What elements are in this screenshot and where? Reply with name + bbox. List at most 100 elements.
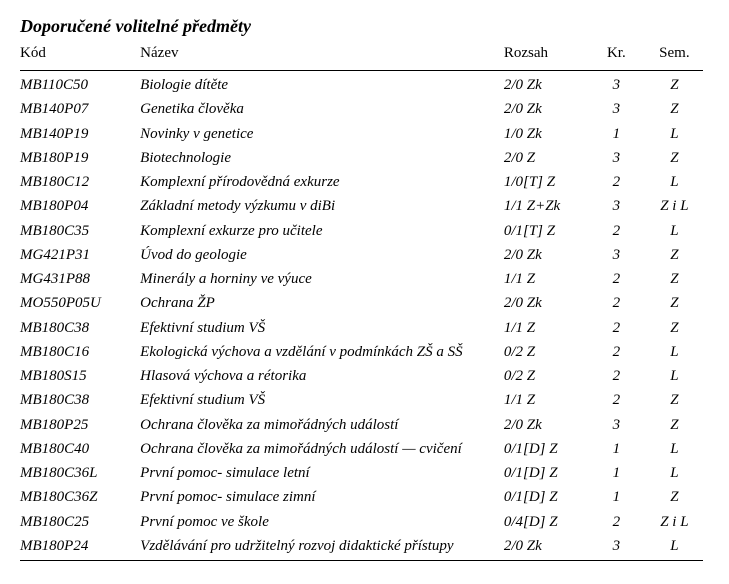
cell-rozsah: 1/1 Z — [504, 388, 593, 412]
cell-kod: MB180C25 — [20, 510, 140, 534]
cell-kr: 3 — [593, 534, 646, 558]
cell-kr: 1 — [593, 485, 646, 509]
cell-kr: 2 — [593, 316, 646, 340]
table-row: MB180P24Vzdělávání pro udržitelný rozvoj… — [20, 534, 709, 558]
cell-sem: L — [646, 219, 709, 243]
table-row: MB180C36ZPrvní pomoc- simulace zimní0/1[… — [20, 485, 709, 509]
cell-kod: MB180C12 — [20, 170, 140, 194]
cell-kod: MB180C40 — [20, 437, 140, 461]
cell-rozsah: 2/0 Zk — [504, 73, 593, 97]
section-title: Doporučené volitelné předměty — [20, 16, 709, 37]
cell-rozsah: 2/0 Zk — [504, 413, 593, 437]
cell-sem: Z i L — [646, 510, 709, 534]
cell-kod: MO550P05U — [20, 291, 140, 315]
cell-nazev: První pomoc- simulace zimní — [140, 485, 504, 509]
cell-nazev: Vzdělávání pro udržitelný rozvoj didakti… — [140, 534, 504, 558]
cell-sem: Z — [646, 485, 709, 509]
table-row: MB180C16Ekologická výchova a vzdělání v … — [20, 340, 709, 364]
cell-kod: MG421P31 — [20, 243, 140, 267]
cell-kr: 2 — [593, 267, 646, 291]
cell-rozsah: 2/0 Zk — [504, 534, 593, 558]
cell-sem: Z — [646, 243, 709, 267]
cell-nazev: Biologie dítěte — [140, 73, 504, 97]
cell-kod: MB180C38 — [20, 388, 140, 412]
cell-nazev: Úvod do geologie — [140, 243, 504, 267]
cell-rozsah: 0/1[D] Z — [504, 461, 593, 485]
cell-sem: Z — [646, 316, 709, 340]
cell-rozsah: 0/1[T] Z — [504, 219, 593, 243]
cell-rozsah: 0/4[D] Z — [504, 510, 593, 534]
table-row: MB180C36LPrvní pomoc- simulace letní0/1[… — [20, 461, 709, 485]
cell-rozsah: 1/1 Z — [504, 316, 593, 340]
table-row: MB180P04Základní metody výzkumu v diBi1/… — [20, 194, 709, 218]
table-row: MB180C25První pomoc ve škole0/4[D] Z2Z i… — [20, 510, 709, 534]
cell-nazev: Komplexní exkurze pro učitele — [140, 219, 504, 243]
header-row: Kód Název Rozsah Kr. Sem. — [20, 41, 709, 68]
table-row: MB180C12Komplexní přírodovědná exkurze1/… — [20, 170, 709, 194]
cell-nazev: Biotechnologie — [140, 146, 504, 170]
table-row: MG421P31Úvod do geologie2/0 Zk3Z — [20, 243, 709, 267]
courses-table: Kód Název Rozsah Kr. Sem. MB110C50Biolog… — [20, 41, 709, 563]
cell-nazev: První pomoc ve škole — [140, 510, 504, 534]
cell-rozsah: 2/0 Zk — [504, 291, 593, 315]
cell-nazev: Efektivní studium VŠ — [140, 388, 504, 412]
cell-sem: Z — [646, 388, 709, 412]
cell-rozsah: 2/0 Zk — [504, 243, 593, 267]
cell-kod: MB180C16 — [20, 340, 140, 364]
cell-rozsah: 1/1 Z+Zk — [504, 194, 593, 218]
cell-sem: Z — [646, 291, 709, 315]
cell-kr: 1 — [593, 437, 646, 461]
cell-sem: Z — [646, 73, 709, 97]
table-row: MB180P25Ochrana člověka za mimořádných u… — [20, 413, 709, 437]
cell-nazev: Genetika člověka — [140, 97, 504, 121]
cell-kr: 1 — [593, 461, 646, 485]
cell-rozsah: 0/2 Z — [504, 364, 593, 388]
cell-kod: MB110C50 — [20, 73, 140, 97]
cell-nazev: Ochrana člověka za mimořádných událostí — [140, 413, 504, 437]
cell-kr: 1 — [593, 122, 646, 146]
cell-sem: L — [646, 364, 709, 388]
cell-nazev: Efektivní studium VŠ — [140, 316, 504, 340]
cell-nazev: Novinky v genetice — [140, 122, 504, 146]
cell-kr: 2 — [593, 340, 646, 364]
cell-kod: MG431P88 — [20, 267, 140, 291]
cell-kr: 3 — [593, 243, 646, 267]
cell-kod: MB180C36Z — [20, 485, 140, 509]
cell-sem: Z — [646, 413, 709, 437]
cell-sem: L — [646, 170, 709, 194]
bottom-rule — [20, 560, 703, 561]
cell-nazev: První pomoc- simulace letní — [140, 461, 504, 485]
table-row: MB140P19Novinky v genetice1/0 Zk1L — [20, 122, 709, 146]
table-row: MG431P88Minerály a horniny ve výuce1/1 Z… — [20, 267, 709, 291]
table-row: MB110C50Biologie dítěte2/0 Zk3Z — [20, 73, 709, 97]
cell-rozsah: 0/2 Z — [504, 340, 593, 364]
cell-kod: MB180P04 — [20, 194, 140, 218]
cell-nazev: Ochrana ŽP — [140, 291, 504, 315]
cell-nazev: Minerály a horniny ve výuce — [140, 267, 504, 291]
table-row: MB180S15Hlasová výchova a rétorika0/2 Z2… — [20, 364, 709, 388]
cell-rozsah: 1/0[T] Z — [504, 170, 593, 194]
header-sem: Sem. — [646, 41, 709, 68]
table-row: MB180C35Komplexní exkurze pro učitele0/1… — [20, 219, 709, 243]
cell-kr: 3 — [593, 73, 646, 97]
table-row: MO550P05UOchrana ŽP2/0 Zk2Z — [20, 291, 709, 315]
table-row: MB140P07Genetika člověka2/0 Zk3Z — [20, 97, 709, 121]
cell-rozsah: 1/0 Zk — [504, 122, 593, 146]
cell-sem: L — [646, 461, 709, 485]
cell-kod: MB140P07 — [20, 97, 140, 121]
header-kr: Kr. — [593, 41, 646, 68]
header-nazev: Název — [140, 41, 504, 68]
cell-kod: MB180C35 — [20, 219, 140, 243]
cell-nazev: Komplexní přírodovědná exkurze — [140, 170, 504, 194]
table-row: MB180P19Biotechnologie2/0 Z3Z — [20, 146, 709, 170]
cell-kod: MB180C36L — [20, 461, 140, 485]
top-rule — [20, 70, 703, 71]
header-kod: Kód — [20, 41, 140, 68]
cell-sem: L — [646, 340, 709, 364]
cell-sem: Z — [646, 97, 709, 121]
cell-kr: 2 — [593, 364, 646, 388]
table-row: MB180C38Efektivní studium VŠ1/1 Z2Z — [20, 388, 709, 412]
cell-kr: 2 — [593, 510, 646, 534]
cell-kod: MB180P19 — [20, 146, 140, 170]
cell-nazev: Hlasová výchova a rétorika — [140, 364, 504, 388]
